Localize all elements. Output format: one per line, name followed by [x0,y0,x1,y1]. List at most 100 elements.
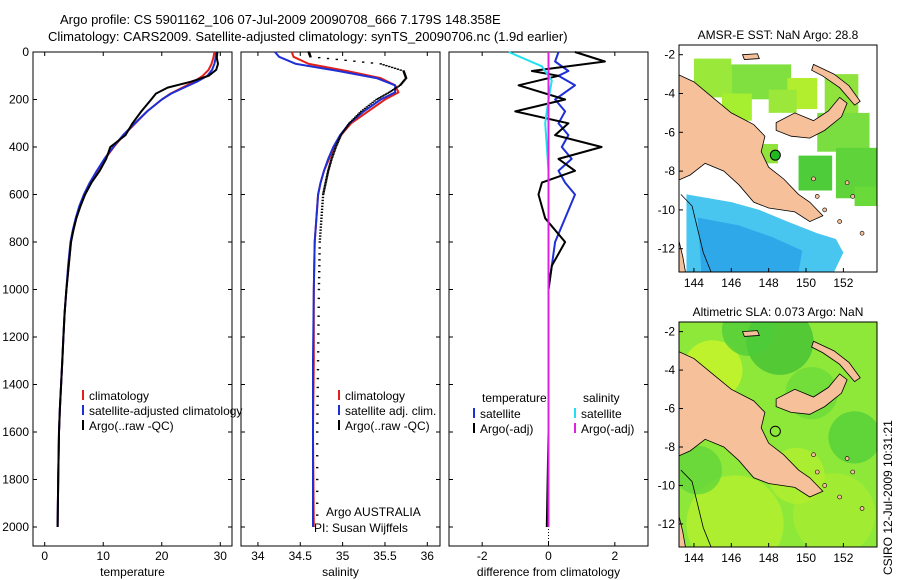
series-point [316,368,320,371]
series-point [321,193,325,196]
series-point [390,89,394,92]
series-point [361,109,365,111]
map-x-tick-label: 150 [796,276,816,290]
series-point [317,342,320,344]
small-island [850,194,856,199]
y-tick-label: 1800 [2,473,29,487]
series-point [319,229,322,231]
series-point [320,211,324,214]
series-point [316,514,319,516]
series-point [317,324,320,326]
legend-label: satellite-adjusted climatology [89,404,242,418]
x-tick-label: 35.5 [373,549,397,563]
series-point [324,181,327,184]
series-point [333,149,336,151]
series-point [321,199,324,202]
series-point [371,101,374,104]
sst-coral-sea-field-deep [697,217,803,272]
x-tick-label: 35 [336,549,350,563]
map-y-tick-label: -2 [664,325,675,339]
series-point [347,124,350,126]
y-tick-label: 1000 [2,283,29,297]
series-point [335,143,339,145]
series-point [360,110,363,113]
series-point [326,57,330,60]
series-point [316,413,319,415]
series-point [381,95,385,97]
small-island [822,483,827,488]
series-point [317,282,321,285]
series-point [318,253,321,255]
series-point [403,79,406,81]
small-island [811,176,816,182]
series-point [379,63,382,65]
series-point [403,72,406,75]
series-point [394,87,398,89]
manus-island-land [741,53,760,60]
series-point [399,69,402,71]
series-point [318,241,321,243]
series-point [337,140,340,142]
map-content [679,322,877,547]
x-tick-label: 34 [251,549,265,563]
reef-contour [680,194,712,272]
series-point [325,178,328,181]
series-point [357,113,360,116]
series-point [336,141,339,144]
series-point [321,202,324,205]
y-tick-label: 1400 [2,378,29,392]
series-point [341,131,345,133]
map-x-tick-label: 144 [684,276,704,290]
series-point [316,351,320,353]
map-content [679,45,877,272]
legend-label: satellite adj. clim. [345,404,436,418]
series-point [318,56,321,59]
x-tick-label: 36 [421,549,435,563]
series-point [329,159,333,162]
series-point [319,223,323,225]
series-point [317,276,321,279]
series-point [318,238,322,240]
new-guinea-land [679,351,824,498]
legend-heading: salinity [583,391,620,405]
x-tick-label: 34.5 [289,549,313,563]
profile-plots: 0 10 20 30020040060080010001200140016001800… [2,45,649,579]
sla-map: 144 146 148 150 152 -2 -4 -6 -8 -10 -12 Altimetric … [658,305,878,565]
series-point [316,490,319,493]
y-tick-label: 200 [9,93,29,107]
series-point [387,91,391,94]
x-tick-label: 10 [97,549,111,563]
y-tick-label: 1200 [2,330,29,344]
series-point [373,100,376,102]
series-point [345,127,348,129]
series-point [327,168,330,170]
legend-heading: temperature [482,391,547,405]
series-point [365,106,369,108]
map-frame [678,44,878,273]
map-title: Altimetric SLA: 0.073 Argo: NaN [693,305,864,319]
series-point [376,97,380,100]
figure-title-line1: Argo profile: CS 5901162_106 07-Jul-2009… [60,12,501,27]
small-island [811,452,816,457]
series-point [403,73,407,76]
series-point [316,466,319,469]
series-point [349,121,353,123]
series-point [330,156,334,159]
series-point [384,93,388,95]
series-point [321,205,324,208]
series-point [401,81,404,84]
sla-anomaly-patch [679,445,722,495]
small-island [844,180,850,186]
series-point [403,74,407,77]
series-point [325,175,329,178]
series-point [328,164,332,166]
series-point [318,259,321,261]
map-y-tick-label: -12 [658,242,676,256]
series-point [320,208,324,211]
series-point [386,92,389,94]
argo-position-marker [769,149,781,161]
legend-label: climatology [345,389,405,403]
map-x-tick-label: 150 [796,551,816,565]
series-point [328,165,331,167]
series-point [329,162,332,165]
